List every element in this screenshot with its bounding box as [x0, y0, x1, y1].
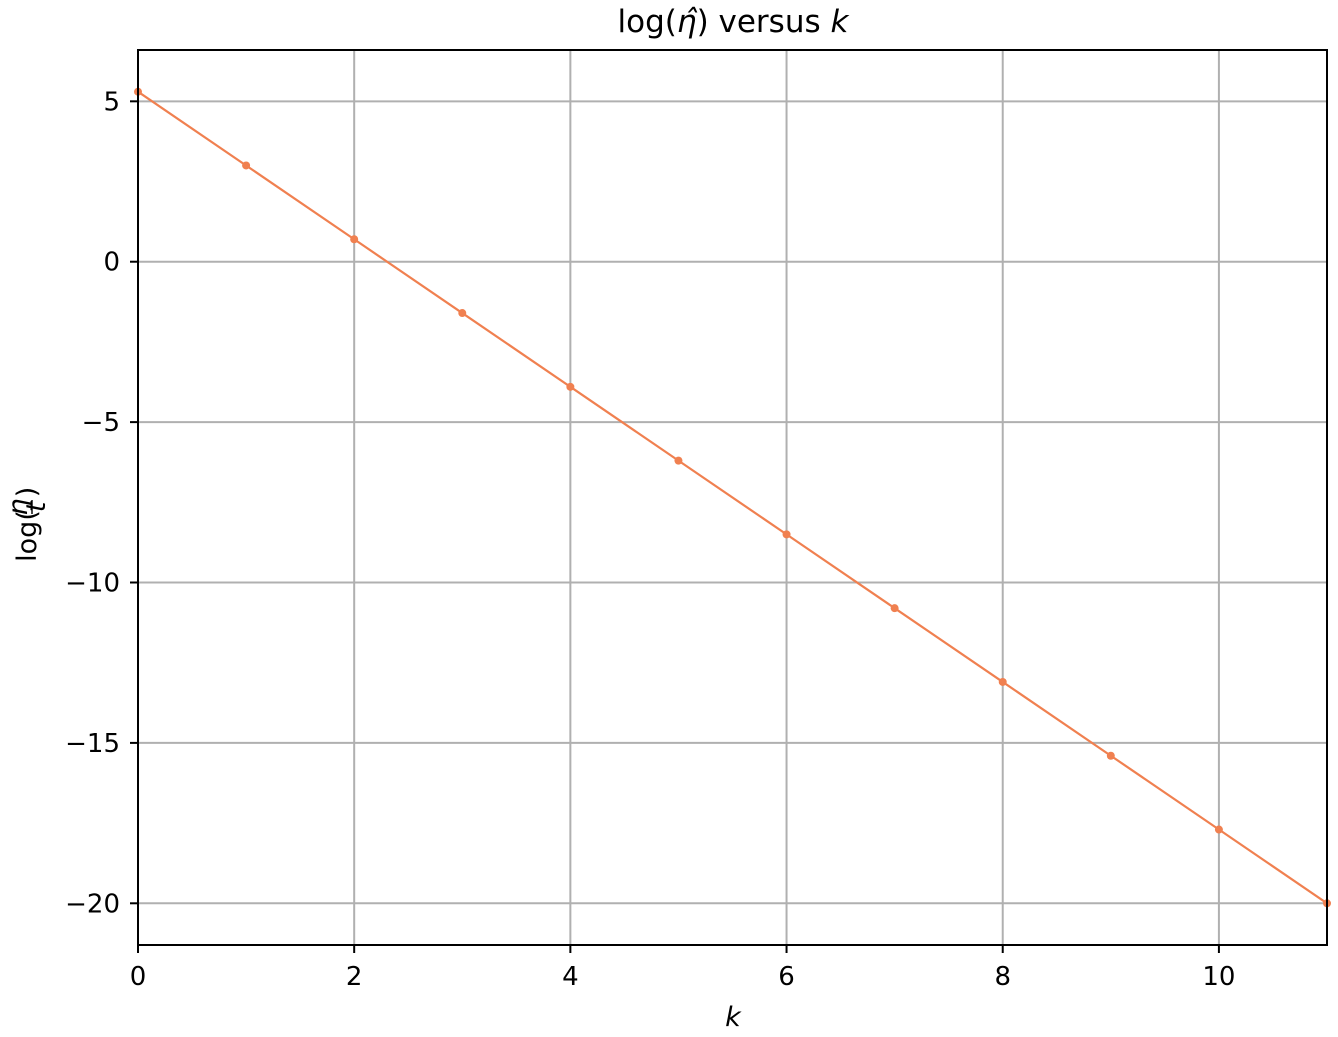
data-point: [782, 530, 791, 539]
grid: [137, 50, 1327, 945]
x-tick-label: 0: [130, 962, 147, 992]
data-point: [350, 235, 359, 244]
plot-frame: [137, 49, 1328, 946]
x-axis-title: k: [725, 1002, 742, 1033]
x-tick-label: 2: [346, 962, 363, 992]
data-point: [890, 604, 899, 613]
svg-text:): ): [12, 487, 43, 498]
x-tick-label: 8: [994, 962, 1011, 992]
chart-title: log(η̂) versus k: [618, 4, 850, 40]
data-point: [566, 382, 575, 391]
ticks: 0 2 4 6 8 10 5 0 −5 −10 −15 −20: [65, 87, 1235, 992]
x-tick-label: 10: [1202, 962, 1235, 992]
y-axis-title: log( η t ): [3, 487, 52, 562]
svg-text:log(: log(: [12, 510, 43, 562]
svg-text:η: η: [3, 498, 34, 515]
data-point: [458, 309, 467, 318]
x-tick-label: 6: [778, 962, 795, 992]
data-point: [674, 456, 683, 465]
data-point: [242, 161, 251, 170]
y-tick-label: −5: [82, 408, 120, 438]
svg-text:t: t: [21, 500, 52, 512]
y-tick-label: 5: [103, 87, 120, 117]
y-tick-label: 0: [103, 248, 120, 278]
y-tick-label: −10: [65, 569, 120, 599]
x-tick-label: 4: [562, 962, 579, 992]
series: [134, 87, 1331, 908]
y-tick-label: −15: [65, 729, 120, 759]
data-point: [998, 677, 1007, 686]
data-point: [1106, 751, 1115, 760]
y-tick-label: −20: [65, 889, 120, 919]
data-point: [1214, 825, 1223, 834]
series-line: [137, 90, 1328, 905]
